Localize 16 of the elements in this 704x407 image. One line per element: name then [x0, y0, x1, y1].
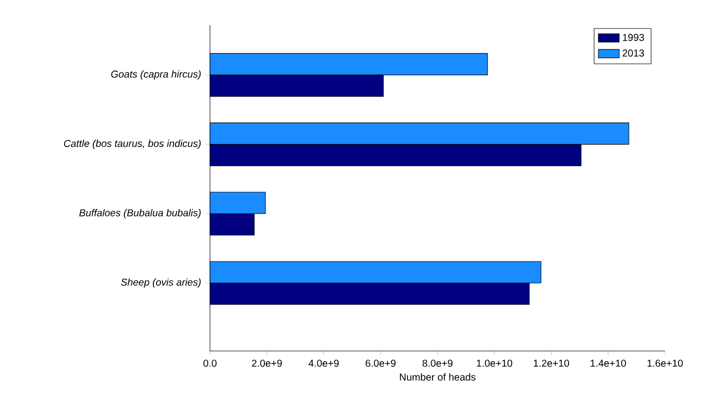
- x-tick-label: 4.0e+9: [308, 360, 339, 367]
- y-tick-label: Sheep (ovis aries): [121, 278, 201, 288]
- x-tick-label: 1.0e+10: [476, 360, 512, 367]
- legend-label: 2013: [622, 50, 644, 57]
- x-tick-label: 6.0e+9: [366, 360, 396, 367]
- x-axis-title: Number of heads: [400, 373, 476, 381]
- y-tick-label: Buffaloes (Bubalua bubalis): [79, 209, 201, 218]
- x-tick-label: 1.6e+10: [648, 360, 683, 367]
- x-tick-label: 1.4e+10: [590, 360, 626, 367]
- x-tick-label: 2.0e+9: [252, 360, 282, 367]
- x-tick-label: 0.0: [203, 360, 217, 367]
- y-tick-label: Goats (capra hircus): [111, 70, 201, 80]
- x-tick-label: 8.0e+9: [422, 360, 452, 367]
- legend-label: 1993: [622, 34, 644, 41]
- y-tick-label: Cattle (bos taurus, bos indicus): [64, 140, 201, 149]
- x-tick-label: 1.2e+10: [534, 360, 570, 367]
